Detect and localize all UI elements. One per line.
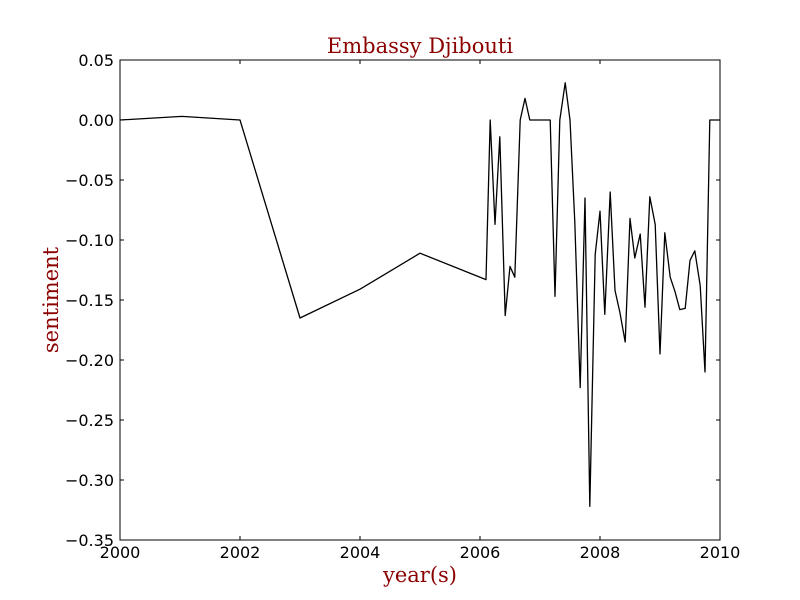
y-tick-label: −0.25 xyxy=(65,411,114,430)
y-tick-label: −0.30 xyxy=(65,471,114,490)
y-tick-label: −0.10 xyxy=(65,231,114,250)
y-tick-label: 0.00 xyxy=(78,111,114,130)
x-tick-label: 2010 xyxy=(700,543,741,562)
y-tick-label: 0.05 xyxy=(78,51,114,70)
x-tick-label: 2006 xyxy=(460,543,501,562)
series-line-0 xyxy=(119,82,720,508)
x-axis: 2000 2002 2004 2006 2008 2010 xyxy=(100,60,741,562)
x-tick-label: 2008 xyxy=(580,543,621,562)
plot-area xyxy=(119,82,720,508)
x-axis-label: year(s) xyxy=(382,563,457,587)
y-tick-label: −0.05 xyxy=(65,171,114,190)
x-tick-label: 2004 xyxy=(340,543,381,562)
chart-title: Embassy Djibouti xyxy=(327,34,513,58)
y-axis: 0.05 0.00 −0.05 −0.10 −0.15 −0.20 −0.25 −0.30 −0… xyxy=(65,51,720,550)
y-axis-label: sentiment xyxy=(39,246,63,353)
x-tick-label: 2002 xyxy=(220,543,261,562)
x-tick-label: 2000 xyxy=(100,543,141,562)
y-tick-label: −0.15 xyxy=(65,291,114,310)
y-tick-label: −0.20 xyxy=(65,351,114,370)
y-tick-label: −0.35 xyxy=(65,531,114,550)
